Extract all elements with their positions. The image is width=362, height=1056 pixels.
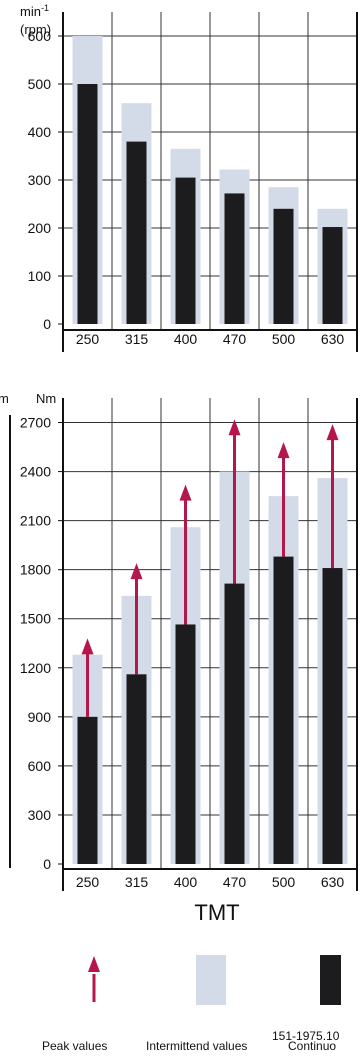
speed-chart-bars — [72, 36, 348, 324]
torque-chart-axes: 0 300 600 900 1200 1500 1800 2100 2400 2700 250 315… — [20, 398, 358, 891]
y-tick-label: 600 — [28, 758, 52, 774]
y-tick-label: 1200 — [20, 660, 51, 676]
torque-chart: 0 300 600 900 1200 1500 1800 2100 2400 2700 250 315… — [20, 391, 358, 925]
speed-unit-label: min-1 — [20, 3, 49, 19]
peak-arrow-head — [228, 419, 241, 436]
legend-peak-arrow-head — [88, 956, 100, 972]
torque-unit-label: Nm — [36, 391, 56, 406]
speed-chart-grid — [63, 12, 357, 330]
x-tick-label: 315 — [125, 874, 149, 890]
continuous-bar — [273, 556, 294, 864]
continuous-bar — [273, 208, 294, 324]
legend-continuous-swatch — [320, 955, 341, 1005]
y-tick-label: 1500 — [20, 611, 51, 627]
legend-peak-label: Peak values — [42, 1039, 107, 1053]
continuous-bar — [175, 624, 196, 864]
y-tick-label: 2700 — [20, 415, 51, 431]
x-tick-label: 315 — [125, 331, 149, 347]
peak-arrow-head — [81, 638, 94, 655]
x-axis-title: TMT — [194, 900, 239, 925]
legend-continuous-label: Continuo — [288, 1039, 336, 1053]
continuous-bar — [126, 141, 147, 324]
continuous-bar — [224, 193, 245, 324]
continuous-bar — [322, 568, 343, 864]
continuous-bar — [77, 716, 98, 864]
peak-arrow-head — [326, 424, 339, 441]
y-tick-label: 300 — [28, 172, 52, 188]
y-tick-label: 600 — [28, 28, 52, 44]
x-tick-label: 250 — [76, 331, 100, 347]
legend-intermittent-swatch — [196, 955, 226, 1005]
x-tick-label: 400 — [174, 874, 198, 890]
y-tick-label: 400 — [28, 124, 52, 140]
x-tick-label: 630 — [321, 331, 345, 347]
y-tick-label: 1800 — [20, 562, 51, 578]
peak-arrow-head — [130, 563, 143, 580]
speed-unit-sublabel: (rpm) — [20, 22, 51, 37]
y-tick-label: 900 — [28, 709, 52, 725]
x-tick-label: 400 — [174, 331, 198, 347]
cropped-left-label: m — [0, 391, 9, 406]
x-tick-label: 250 — [76, 874, 100, 890]
x-tick-label: 470 — [223, 874, 247, 890]
y-tick-label: 0 — [43, 316, 51, 332]
y-tick-label: 0 — [43, 856, 51, 872]
torque-chart-grid — [63, 398, 357, 869]
continuous-bar — [77, 84, 98, 324]
x-tick-label: 630 — [321, 874, 345, 890]
continuous-bar — [126, 674, 147, 864]
y-tick-label: 2400 — [20, 464, 51, 480]
x-tick-label: 470 — [223, 331, 247, 347]
y-tick-label: 300 — [28, 807, 52, 823]
x-tick-label: 500 — [272, 331, 296, 347]
continuous-bar — [322, 227, 343, 324]
y-tick-label: 2100 — [20, 513, 51, 529]
continuous-bar — [224, 583, 245, 864]
continuous-bar — [175, 177, 196, 324]
legend-peak-swatch — [88, 956, 100, 1002]
figure-code: 151-1975.10 — [272, 1029, 340, 1043]
y-tick-label: 100 — [28, 268, 52, 284]
legend: 151-1975.10 Peak values Intermittend val… — [42, 955, 341, 1053]
y-tick-label: 500 — [28, 76, 52, 92]
peak-arrow-head — [179, 484, 192, 501]
legend-intermittent-label: Intermittend values — [146, 1039, 247, 1053]
y-tick-label: 200 — [28, 220, 52, 236]
torque-chart-bars — [72, 419, 348, 864]
speed-chart: 0 100 200 300 400 500 600 250 315 400 470 500 630 mi… — [20, 3, 358, 352]
peak-arrow-head — [277, 442, 290, 459]
speed-chart-axes: 0 100 200 300 400 500 600 250 315 400 470 500 630 — [28, 12, 358, 352]
x-tick-label: 500 — [272, 874, 296, 890]
